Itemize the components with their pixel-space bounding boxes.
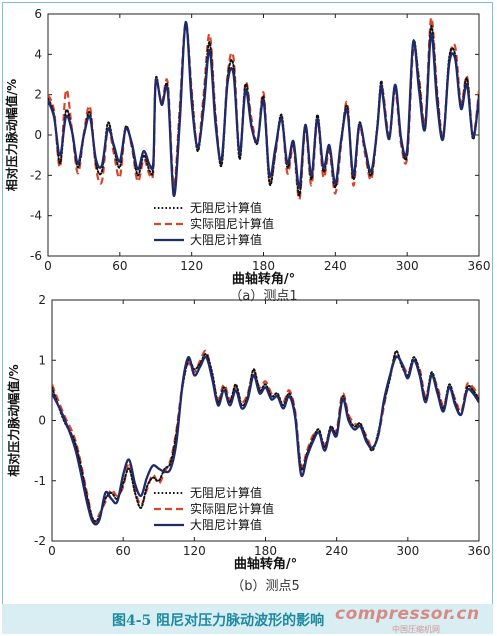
chart-b: 0 60 120 180 240 300 360 -2 -1 0 1 2 曲轴转角/° 相对压力脉动幅值/… [6, 293, 490, 594]
subplot-label: （b）测点5 [231, 579, 300, 594]
y-tick-label: 4 [34, 47, 42, 61]
x-tick-label: 240 [324, 259, 347, 273]
watermark-logo: compressor.cn [335, 604, 480, 624]
legend-entry: 大阻尼计算值 [190, 232, 262, 247]
y-tick-label: -2 [34, 534, 46, 548]
legend-entry: 大阻尼计算值 [190, 517, 262, 532]
x-axis-label: 曲轴转角/° [234, 556, 297, 572]
y-tick-label: -1 [34, 474, 46, 488]
x-tick-label: 120 [183, 544, 206, 558]
y-tick-label: 2 [38, 293, 46, 307]
x-tick-label: 300 [396, 259, 419, 273]
series-line-solid [48, 20, 479, 197]
y-tick-label: 2 [34, 88, 42, 102]
x-tick-label: 360 [468, 259, 491, 273]
series-line-solid [52, 355, 479, 526]
x-tick-label: 180 [254, 544, 277, 558]
x-tick-label: 240 [325, 544, 348, 558]
y-tick-label: -4 [30, 209, 42, 223]
subplot-label: （a）测点1 [229, 289, 297, 304]
x-tick-label: 120 [180, 259, 203, 273]
x-tick-label: 360 [468, 544, 491, 558]
caption-bar [2, 604, 493, 634]
y-tick-label: 0 [38, 414, 46, 428]
x-tick-label: 0 [48, 544, 56, 558]
chart-a: 0 60 120 180 240 300 360 -6 -4 -2 0 2 4 6 曲轴转角/° 相对压力脉动… [4, 7, 490, 304]
y-axis-label: 相对压力脉动幅值/% [6, 364, 21, 476]
legend-entry: 实际阻尼计算值 [190, 216, 274, 231]
watermark-subtext: 中国压缩机网 [392, 625, 440, 634]
x-tick-label: 60 [112, 259, 127, 273]
y-tick-label: -2 [30, 168, 42, 182]
x-tick-label: 300 [396, 544, 419, 558]
x-axis-label: 曲轴转角/° [232, 271, 295, 287]
figure-caption: 图4-5 阻尼对压力脉动波形的影响 [112, 613, 325, 629]
legend-entry: 实际阻尼计算值 [190, 501, 274, 516]
y-tick-label: 6 [34, 7, 42, 21]
legend-entry: 无阻尼计算值 [190, 200, 262, 215]
x-tick-label: 180 [252, 259, 275, 273]
x-tick-label: 60 [116, 544, 131, 558]
y-tick-label: -6 [30, 249, 42, 263]
y-tick-label: 1 [38, 353, 46, 367]
y-axis-label: 相对压力脉动幅值/% [4, 79, 19, 191]
y-tick-label: 0 [34, 128, 42, 142]
legend-entry: 无阻尼计算值 [190, 485, 262, 500]
x-tick-label: 0 [44, 259, 52, 273]
